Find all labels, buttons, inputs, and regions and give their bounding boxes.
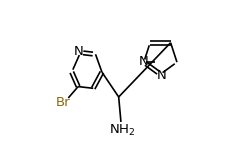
Text: N: N: [74, 45, 84, 58]
Text: Br: Br: [56, 96, 70, 109]
Text: NH$_2$: NH$_2$: [108, 123, 134, 138]
Text: N: N: [138, 55, 148, 68]
Text: N: N: [156, 69, 165, 82]
